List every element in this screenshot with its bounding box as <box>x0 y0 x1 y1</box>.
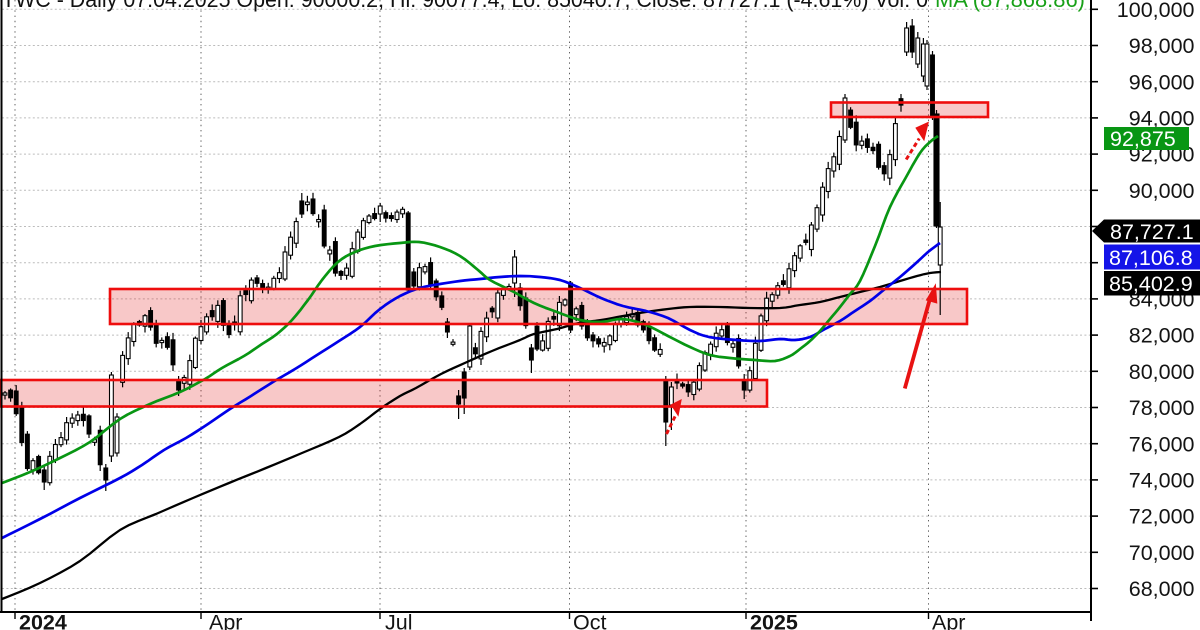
svg-text:MA (87,868.86): MA (87,868.86) <box>935 0 1085 12</box>
svg-text:72,000: 72,000 <box>1129 505 1195 529</box>
svg-text:Apr: Apr <box>209 611 242 630</box>
svg-text:76,000: 76,000 <box>1129 432 1195 456</box>
svg-text:82,000: 82,000 <box>1129 324 1195 348</box>
svg-text:100,000: 100,000 <box>1117 0 1195 22</box>
svg-text:96,000: 96,000 <box>1129 70 1195 94</box>
svg-text:2024: 2024 <box>19 611 67 630</box>
svg-text:68,000: 68,000 <box>1129 577 1195 601</box>
svg-text:Apr: Apr <box>932 611 965 630</box>
svg-text:87,727.1: 87,727.1 <box>1110 220 1194 244</box>
svg-text:TWC - Daily 07.04.2025 Open: 9: TWC - Daily 07.04.2025 Open: 90000.2, Hi… <box>2 0 928 12</box>
svg-text:98,000: 98,000 <box>1129 34 1195 58</box>
svg-text:Oct: Oct <box>573 611 606 630</box>
svg-text:80,000: 80,000 <box>1129 360 1195 384</box>
svg-text:87,106.8: 87,106.8 <box>1109 246 1193 270</box>
svg-text:94,000: 94,000 <box>1129 107 1195 131</box>
svg-text:92,875: 92,875 <box>1110 127 1176 151</box>
svg-text:78,000: 78,000 <box>1129 396 1195 420</box>
svg-text:74,000: 74,000 <box>1129 469 1195 493</box>
svg-text:90,000: 90,000 <box>1129 179 1195 203</box>
svg-text:70,000: 70,000 <box>1129 541 1195 565</box>
svg-text:85,402.9: 85,402.9 <box>1109 272 1193 296</box>
svg-text:Jul: Jul <box>385 611 412 630</box>
svg-text:2025: 2025 <box>750 611 798 630</box>
